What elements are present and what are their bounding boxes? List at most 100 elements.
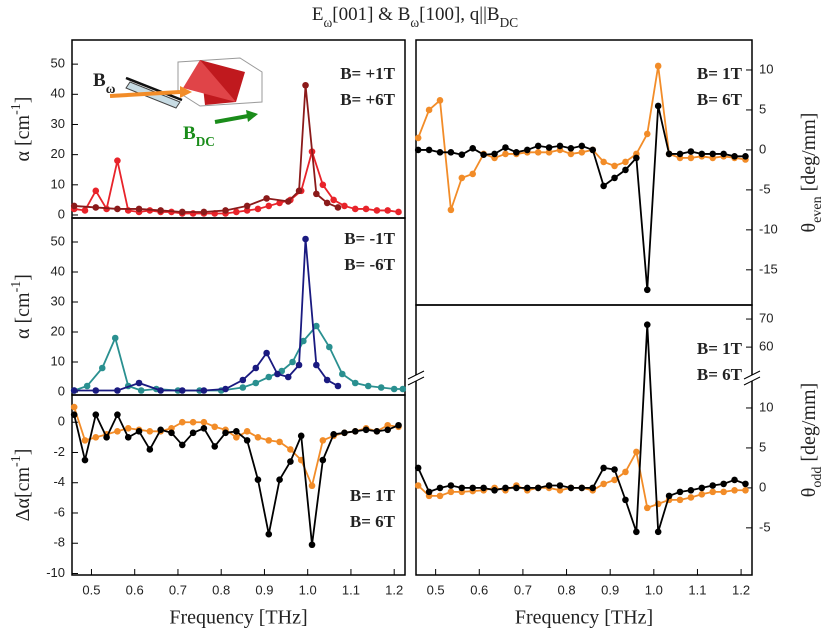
data-point	[720, 480, 727, 488]
data-point	[611, 466, 618, 473]
data-point	[157, 207, 164, 214]
data-point	[458, 174, 466, 182]
data-point	[168, 429, 175, 437]
data-point	[567, 484, 575, 492]
data-point	[436, 97, 444, 104]
data-point	[447, 206, 455, 214]
data-point	[513, 484, 520, 492]
data-point	[137, 387, 145, 394]
data-point	[600, 480, 607, 488]
data-point	[567, 145, 575, 152]
inset-diagram: Bω BDC	[93, 57, 263, 149]
data-point	[146, 446, 154, 453]
series-line	[74, 85, 339, 213]
data-point	[731, 476, 738, 484]
axis-break	[743, 376, 761, 386]
data-point	[189, 418, 197, 426]
b-omega-arrow	[125, 76, 183, 102]
data-point	[300, 337, 307, 345]
x-tick-label: 0.7	[169, 582, 187, 597]
data-point	[687, 154, 695, 162]
data-point	[709, 150, 717, 158]
data-point	[480, 151, 487, 159]
data-point	[351, 428, 359, 435]
legend-entry: B= 6T	[697, 90, 743, 109]
plot-frame	[71, 394, 406, 576]
text-part: DC	[500, 15, 519, 30]
data-point	[70, 411, 78, 418]
legend-entry: B= 6T	[350, 512, 396, 531]
legend-entry: B= 1T	[697, 64, 743, 83]
y-tick-label: 0	[759, 479, 766, 494]
data-point	[330, 196, 337, 204]
data-point	[83, 382, 91, 390]
y-tick-label: -10	[759, 221, 778, 236]
y-tick-label: -5	[759, 181, 771, 196]
data-point	[313, 361, 320, 369]
x-tick-label: 0.8	[212, 582, 230, 597]
text-part: ω	[324, 15, 333, 30]
data-point	[643, 130, 651, 138]
x-tick-label: 1.1	[688, 582, 706, 597]
data-point	[545, 482, 553, 489]
data-point	[178, 387, 186, 394]
data-point	[458, 151, 466, 159]
x-tick-label: 0.9	[255, 582, 273, 597]
data-point	[284, 373, 292, 381]
y-tick-label: 50	[51, 56, 65, 71]
y-tick-label: 5	[759, 101, 766, 116]
y-tick-label: 0	[759, 141, 766, 156]
data-point	[362, 205, 370, 213]
data-point	[534, 484, 542, 492]
text-part: -1	[9, 455, 24, 467]
x-tick-label: 0.5	[82, 582, 100, 597]
data-point	[124, 424, 132, 432]
data-point	[92, 204, 100, 211]
data-point	[502, 484, 509, 492]
data-point	[81, 207, 89, 214]
text-part: ]	[12, 449, 34, 456]
data-point	[111, 334, 119, 342]
data-point	[698, 490, 706, 498]
legend-entry: B= -1T	[344, 229, 395, 248]
y-tick-label: -2	[53, 444, 65, 459]
data-point	[334, 204, 342, 211]
data-point	[308, 541, 316, 549]
data-point	[157, 387, 164, 394]
data-point	[676, 150, 684, 158]
data-point	[578, 142, 586, 150]
inset-label: Bω	[93, 70, 116, 95]
data-point	[222, 385, 229, 393]
data-point	[211, 423, 219, 431]
data-point	[222, 207, 229, 214]
x-axis-label: Frequency [THz]	[169, 607, 307, 629]
axis-break	[407, 376, 425, 386]
data-point	[70, 387, 78, 394]
axis-break	[407, 370, 425, 380]
x-tick-label: 0.6	[126, 582, 144, 597]
data-point	[523, 146, 531, 154]
data-point	[254, 205, 262, 213]
data-point	[436, 484, 444, 492]
data-point	[523, 484, 531, 492]
x-axis-label: Frequency [THz]	[515, 607, 653, 629]
data-point	[687, 494, 695, 501]
data-point	[377, 384, 385, 391]
data-point	[556, 142, 564, 150]
data-point	[243, 437, 251, 444]
data-point	[414, 146, 422, 154]
data-point	[178, 418, 186, 426]
data-point	[135, 428, 143, 435]
b-dc-arrow-head	[246, 110, 258, 122]
data-point	[364, 382, 372, 390]
data-point	[295, 361, 303, 369]
data-point	[600, 182, 607, 190]
data-point	[265, 202, 273, 210]
data-point	[513, 149, 520, 156]
data-point	[622, 166, 629, 174]
text-part: -1	[9, 103, 24, 115]
data-point	[447, 149, 455, 156]
data-point	[665, 150, 673, 158]
data-point	[239, 376, 247, 384]
data-point	[676, 496, 684, 504]
